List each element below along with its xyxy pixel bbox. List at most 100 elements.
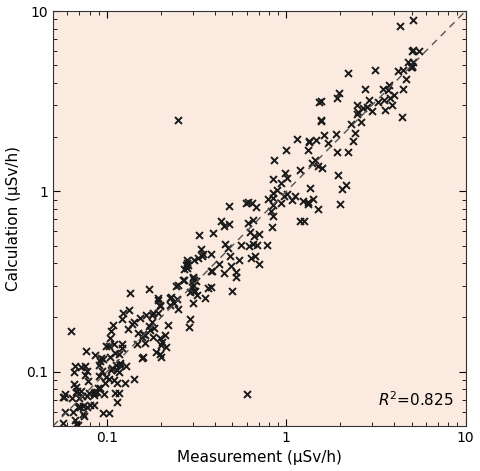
Point <box>83 392 91 399</box>
Point <box>250 232 258 240</box>
Point <box>299 198 307 205</box>
Point <box>140 330 147 337</box>
Point <box>122 363 130 370</box>
Point <box>96 357 104 364</box>
Point <box>232 268 240 276</box>
Point <box>368 107 376 114</box>
Point <box>363 103 371 111</box>
Point <box>108 364 116 372</box>
Point <box>332 130 339 138</box>
Point <box>281 169 288 176</box>
Point <box>319 164 326 172</box>
Point <box>75 402 83 410</box>
Point <box>318 118 325 125</box>
Point <box>183 260 191 267</box>
Point <box>118 340 126 348</box>
Point <box>91 391 98 399</box>
Point <box>267 208 275 215</box>
Point <box>164 321 171 329</box>
Point <box>216 260 223 268</box>
Point <box>277 179 285 187</box>
Point <box>408 63 416 70</box>
Point <box>189 273 196 281</box>
Point <box>183 264 191 271</box>
Point <box>314 205 322 212</box>
Point <box>111 349 119 357</box>
Point <box>84 437 92 444</box>
Point <box>84 377 92 384</box>
Point <box>73 387 81 395</box>
Point <box>248 199 256 207</box>
Point <box>83 403 90 410</box>
Point <box>189 281 197 289</box>
Point <box>145 322 153 329</box>
Point <box>175 282 182 289</box>
Point <box>253 242 261 249</box>
Point <box>61 390 69 398</box>
Point <box>388 101 396 109</box>
Point <box>306 137 313 145</box>
Point <box>107 366 115 374</box>
Point <box>157 341 165 349</box>
Point <box>77 388 84 395</box>
Point <box>118 344 126 351</box>
Point <box>131 318 138 325</box>
Point <box>242 199 250 207</box>
Point <box>296 166 303 174</box>
Point <box>202 294 209 302</box>
Point <box>408 16 416 24</box>
Point <box>142 331 149 339</box>
Point <box>264 195 272 203</box>
Point <box>99 409 107 417</box>
Point <box>198 252 205 260</box>
Point <box>191 288 198 295</box>
Point <box>246 229 254 236</box>
Point <box>157 338 165 345</box>
Point <box>150 309 157 317</box>
Point <box>186 288 193 296</box>
Point <box>81 362 89 370</box>
Point <box>353 110 361 118</box>
Point <box>291 192 299 200</box>
Point <box>68 394 76 402</box>
Point <box>220 269 228 277</box>
Point <box>101 379 108 386</box>
Point <box>148 311 156 318</box>
Point <box>175 116 182 123</box>
Point <box>315 98 323 106</box>
Point <box>191 287 199 294</box>
Point <box>324 139 332 146</box>
Point <box>145 285 153 293</box>
Point <box>382 106 389 114</box>
Point <box>74 421 82 429</box>
Point <box>386 94 394 101</box>
Point <box>283 174 291 182</box>
Point <box>78 392 86 400</box>
Point <box>155 294 162 301</box>
Point <box>408 48 416 55</box>
Point <box>172 282 180 290</box>
Point <box>102 342 110 349</box>
Point <box>120 309 127 317</box>
Point <box>102 373 110 381</box>
Point <box>91 389 98 396</box>
Point <box>149 333 156 341</box>
Point <box>71 416 78 424</box>
Point <box>91 351 98 359</box>
Point <box>309 195 317 203</box>
Point <box>121 379 129 387</box>
Point <box>227 252 234 260</box>
Point <box>157 353 165 361</box>
Point <box>95 372 103 380</box>
Point <box>75 394 83 402</box>
Point <box>156 302 163 309</box>
Point <box>318 116 325 124</box>
Point <box>269 194 276 202</box>
Point <box>100 390 108 398</box>
Point <box>199 250 207 257</box>
Point <box>395 67 402 75</box>
Point <box>156 301 164 309</box>
Point <box>105 409 113 417</box>
Point <box>353 102 360 109</box>
Point <box>385 81 393 89</box>
